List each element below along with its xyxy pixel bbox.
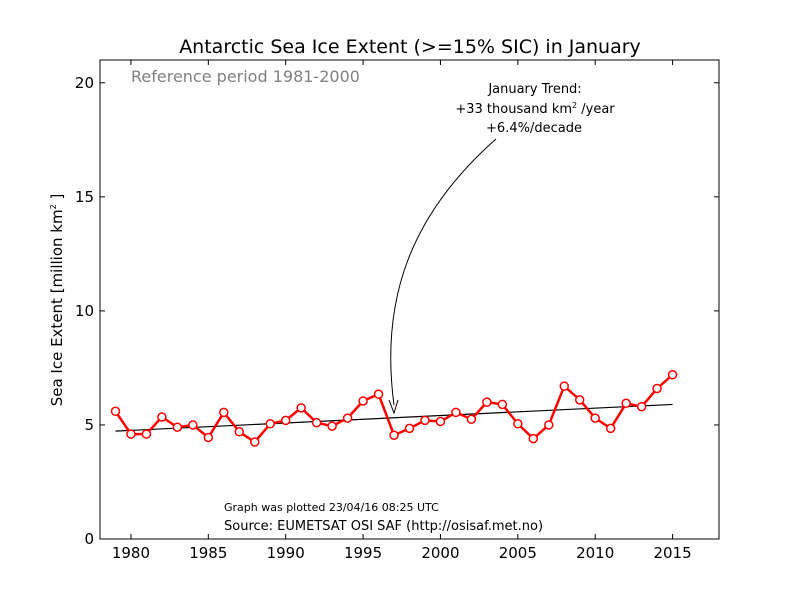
data-point xyxy=(280,415,291,426)
y-tick-label: 15 xyxy=(75,188,94,206)
data-point xyxy=(172,422,183,432)
data-point xyxy=(652,383,662,394)
data-point xyxy=(311,417,322,428)
plot-area xyxy=(99,59,720,540)
annotation-line-2-sup: 2 xyxy=(572,101,577,110)
data-point xyxy=(250,437,260,447)
data-point xyxy=(667,370,678,380)
data-point xyxy=(110,406,121,417)
y-tick-label: 10 xyxy=(75,302,94,320)
trend-line xyxy=(115,403,673,432)
y-tick-label: 20 xyxy=(75,74,94,92)
x-tick-label: 2010 xyxy=(576,544,614,562)
data-point xyxy=(435,416,446,427)
trend-group xyxy=(115,403,673,432)
x-tick-label: 2005 xyxy=(499,544,537,562)
annotation-line-3: +6.4%/decade xyxy=(486,121,582,136)
source-credit: Source: EUMETSAT OSI SAF (http://osisaf.… xyxy=(224,519,543,534)
data-point xyxy=(621,398,631,409)
data-point xyxy=(342,413,353,423)
annotation-line-2: +33 thousand km2 /year xyxy=(455,101,615,117)
data-point xyxy=(188,420,198,430)
data-point xyxy=(497,399,508,410)
annotation-arrowhead xyxy=(388,399,399,415)
series-group xyxy=(110,370,678,447)
plotted-timestamp: Graph was plotted 23/04/16 08:25 UTC xyxy=(224,501,439,514)
data-point xyxy=(451,407,461,418)
y-axis-label-end: ] xyxy=(48,194,66,205)
data-point xyxy=(203,432,214,443)
reference-period-label: Reference period 1981-2000 xyxy=(131,67,360,86)
data-point xyxy=(636,401,647,412)
data-point xyxy=(265,419,275,429)
y-axis: 0 5 10 15 20 xyxy=(75,74,719,548)
data-point xyxy=(404,423,415,434)
data-point xyxy=(544,420,554,430)
y-axis-label-sup: 2 xyxy=(49,204,58,209)
data-point xyxy=(528,433,539,444)
x-axis: 1980 1985 1990 1995 2000 2005 2010 2015 xyxy=(112,60,692,562)
data-point xyxy=(141,429,152,439)
x-tick-label: 2000 xyxy=(421,544,459,562)
annotation-line-1: January Trend: xyxy=(487,82,581,97)
data-point xyxy=(358,396,368,406)
data-point xyxy=(574,395,585,405)
data-point xyxy=(296,403,306,413)
x-tick-label: 1980 xyxy=(112,544,150,562)
data-point xyxy=(373,389,384,399)
data-point xyxy=(126,429,136,439)
annotation-arrow xyxy=(390,138,497,406)
data-point xyxy=(234,427,245,437)
data-point xyxy=(389,430,399,440)
y-axis-label-main: Sea Ice Extent [million km xyxy=(48,209,66,406)
x-tick-label: 1990 xyxy=(267,544,305,562)
data-point xyxy=(590,413,600,423)
annotation-line-2-end: /year xyxy=(577,102,615,117)
data-point xyxy=(219,407,229,418)
annotation-line-2-main: +33 thousand km xyxy=(455,102,572,117)
data-point xyxy=(466,414,477,424)
data-point xyxy=(157,412,167,422)
data-point xyxy=(605,423,616,434)
x-tick-label: 2015 xyxy=(653,544,691,562)
x-tick-label: 1985 xyxy=(189,544,227,562)
chart-title: Antarctic Sea Ice Extent (>=15% SIC) in … xyxy=(179,36,641,58)
data-point xyxy=(513,419,523,429)
y-tick-label: 5 xyxy=(84,416,94,434)
data-point xyxy=(559,381,569,391)
data-point xyxy=(327,421,337,431)
data-point xyxy=(420,415,430,426)
x-tick-label: 1995 xyxy=(344,544,382,562)
data-point xyxy=(482,397,492,407)
y-tick-label: 0 xyxy=(84,530,94,548)
y-axis-label: Sea Ice Extent [million km2 ] xyxy=(48,194,66,407)
